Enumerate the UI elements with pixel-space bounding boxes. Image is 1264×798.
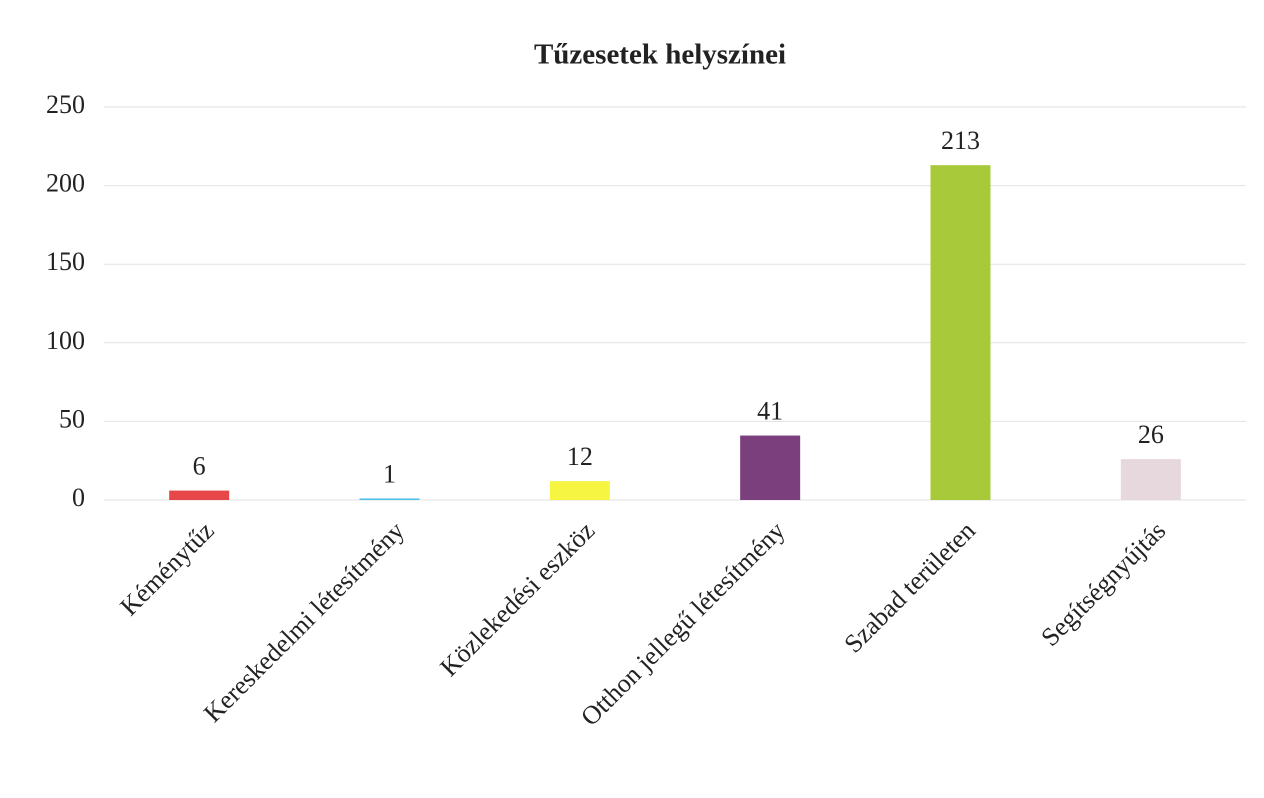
x-tick-label: Szabad területen — [838, 516, 981, 659]
x-tick-label: Kéménytűz — [114, 516, 219, 621]
bar — [359, 498, 420, 500]
data-label: 6 — [193, 452, 206, 481]
y-tick-label: 200 — [46, 169, 85, 198]
chart-title: Tűzesetek helyszínei — [534, 39, 786, 71]
data-label: 41 — [757, 397, 783, 426]
data-label: 1 — [383, 459, 396, 488]
bar — [549, 481, 610, 500]
y-tick-label: 0 — [72, 483, 85, 512]
data-label: 12 — [567, 442, 593, 471]
bar — [169, 490, 230, 500]
data-label: 26 — [1138, 420, 1164, 449]
y-tick-label: 100 — [46, 326, 85, 355]
y-tick-label: 50 — [59, 404, 85, 433]
x-tick-label: Kereskedelmi létesítmény — [198, 516, 410, 728]
x-tick-label: Segítségnyújtás — [1035, 516, 1171, 652]
bar — [1120, 459, 1181, 500]
bar — [740, 435, 801, 500]
x-tick-label: Közlekedési eszköz — [434, 516, 600, 682]
x-tick-label: Otthon jellegű létesítmény — [575, 516, 791, 732]
bar — [930, 165, 991, 500]
y-tick-label: 250 — [46, 90, 85, 119]
data-label: 213 — [941, 126, 980, 155]
y-tick-label: 150 — [46, 247, 85, 276]
